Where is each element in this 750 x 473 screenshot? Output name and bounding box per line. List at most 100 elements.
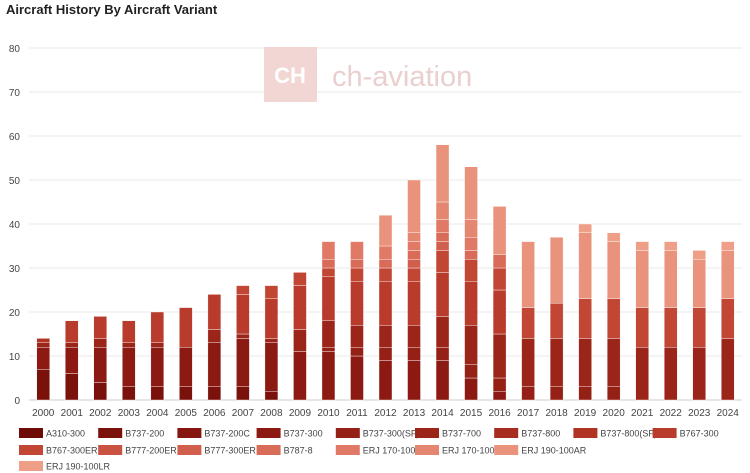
legend-swatch[interactable] (177, 445, 202, 455)
legend-label[interactable]: B777-200ER (125, 446, 177, 456)
bar-segment[interactable] (664, 241, 678, 251)
bar-segment[interactable] (207, 329, 222, 344)
bar-segment[interactable] (350, 267, 364, 282)
bar-segment[interactable] (321, 347, 336, 352)
bar-segment[interactable] (350, 281, 364, 326)
bar-segment[interactable] (407, 179, 421, 233)
bar-segment[interactable] (407, 241, 421, 251)
bar-segment[interactable] (464, 325, 478, 366)
bar-segment[interactable] (578, 338, 592, 387)
legend-label[interactable]: ERJ 190-100AR (521, 446, 587, 456)
bar-segment[interactable] (378, 360, 393, 401)
bar-segment[interactable] (122, 320, 136, 343)
bar-segment[interactable] (378, 214, 393, 247)
bar-segment[interactable] (521, 386, 535, 401)
bar-segment[interactable] (492, 377, 507, 392)
legend-label[interactable]: B787-8 (284, 446, 313, 456)
bar-segment[interactable] (435, 347, 450, 361)
bar-segment[interactable] (435, 232, 450, 242)
bar-segment[interactable] (321, 241, 336, 260)
bar-segment[interactable] (36, 342, 50, 348)
bar-segment[interactable] (635, 307, 649, 348)
bar-segment[interactable] (36, 338, 50, 343)
bar-segment[interactable] (435, 316, 450, 348)
bar-segment[interactable] (150, 311, 165, 343)
bar-segment[interactable] (407, 267, 421, 282)
bar-segment[interactable] (407, 259, 421, 269)
bar-segment[interactable] (606, 298, 621, 339)
bar-segment[interactable] (492, 267, 507, 291)
bar-segment[interactable] (293, 285, 307, 330)
bar-segment[interactable] (93, 338, 108, 348)
legend-label[interactable]: B767-300ER (46, 446, 98, 456)
bar-segment[interactable] (407, 325, 421, 348)
bar-segment[interactable] (293, 329, 307, 352)
bar-segment[interactable] (179, 386, 193, 401)
bar-segment[interactable] (122, 347, 136, 388)
bar-segment[interactable] (492, 333, 507, 379)
bar-segment[interactable] (606, 241, 621, 300)
bar-segment[interactable] (350, 259, 364, 269)
bar-segment[interactable] (207, 294, 222, 330)
bar-segment[interactable] (606, 386, 621, 401)
bar-segment[interactable] (264, 285, 279, 300)
bar-segment[interactable] (264, 298, 279, 339)
legend-label[interactable]: B777-300ER (204, 446, 256, 456)
bar-segment[interactable] (65, 320, 79, 343)
bar-segment[interactable] (435, 201, 450, 220)
bar-segment[interactable] (407, 360, 421, 401)
bar-segment[interactable] (549, 303, 564, 339)
bar-segment[interactable] (549, 236, 564, 304)
bar-segment[interactable] (293, 272, 307, 286)
bar-segment[interactable] (378, 259, 393, 269)
legend-label[interactable]: B737-200C (204, 429, 250, 439)
bar-segment[interactable] (264, 391, 279, 401)
bar-segment[interactable] (721, 241, 735, 251)
bar-segment[interactable] (236, 338, 250, 387)
bar-segment[interactable] (350, 325, 364, 348)
bar-segment[interactable] (207, 342, 222, 387)
bar-segment[interactable] (65, 347, 79, 374)
bar-segment[interactable] (321, 259, 336, 269)
legend-swatch[interactable] (415, 428, 439, 438)
bar-segment[interactable] (692, 347, 706, 401)
legend-swatch[interactable] (98, 445, 123, 455)
bar-segment[interactable] (521, 241, 535, 308)
legend-swatch[interactable] (19, 428, 43, 438)
bar-segment[interactable] (464, 236, 478, 251)
bar-segment[interactable] (635, 250, 649, 308)
bar-segment[interactable] (407, 250, 421, 260)
legend-swatch[interactable] (19, 461, 43, 471)
bar-segment[interactable] (664, 250, 678, 308)
legend-swatch[interactable] (652, 428, 677, 438)
bar-segment[interactable] (464, 219, 478, 238)
bar-segment[interactable] (435, 360, 450, 401)
bar-segment[interactable] (36, 369, 50, 401)
bar-segment[interactable] (407, 347, 421, 361)
legend-label[interactable]: B737-300 (284, 429, 323, 439)
bar-segment[interactable] (435, 241, 450, 251)
bar-segment[interactable] (464, 281, 478, 326)
legend-label[interactable]: B737-300(SF) (363, 429, 420, 439)
bar-segment[interactable] (236, 294, 250, 335)
bar-segment[interactable] (350, 355, 364, 401)
legend-label[interactable]: B737-700 (442, 429, 481, 439)
bar-segment[interactable] (378, 347, 393, 361)
bar-segment[interactable] (122, 386, 136, 401)
legend-swatch[interactable] (335, 445, 360, 455)
bar-segment[interactable] (207, 386, 222, 401)
bar-segment[interactable] (492, 289, 507, 335)
legend-label[interactable]: B767-300 (680, 429, 719, 439)
bar-segment[interactable] (122, 342, 136, 348)
legend-swatch[interactable] (494, 445, 519, 455)
bar-segment[interactable] (150, 386, 165, 401)
bar-segment[interactable] (407, 232, 421, 242)
bar-segment[interactable] (464, 166, 478, 220)
bar-segment[interactable] (179, 347, 193, 388)
bar-segment[interactable] (321, 351, 336, 401)
legend-label[interactable]: B737-800(SF) (600, 429, 657, 439)
bar-segment[interactable] (606, 232, 621, 242)
bar-segment[interactable] (93, 347, 108, 383)
bar-segment[interactable] (635, 241, 649, 251)
legend-swatch[interactable] (256, 428, 281, 438)
